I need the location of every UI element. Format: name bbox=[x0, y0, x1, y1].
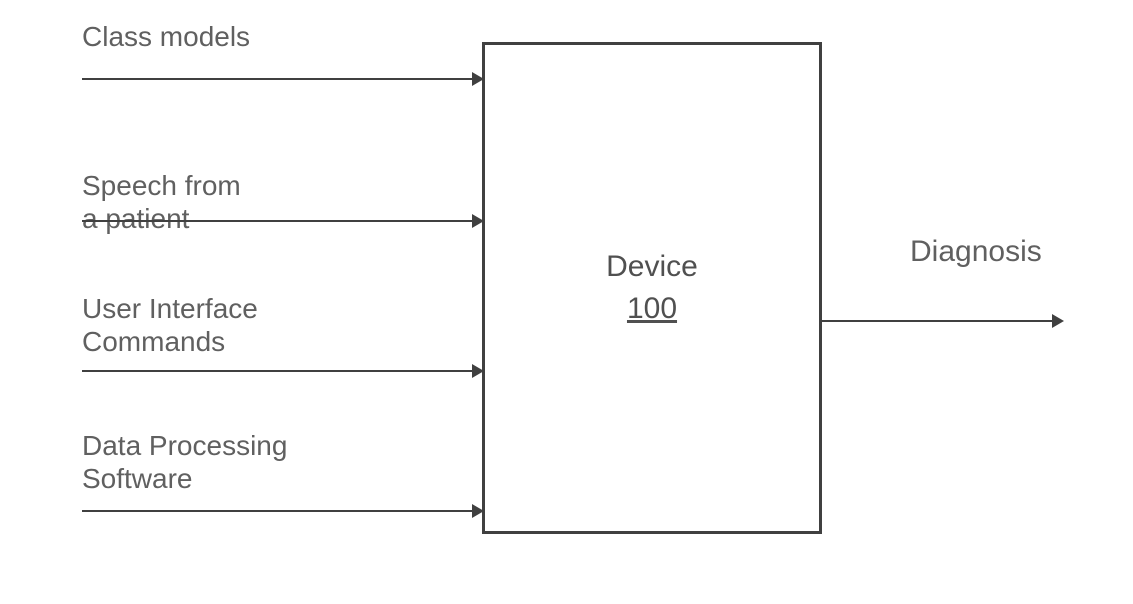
output-arrow-diagnosis bbox=[822, 320, 1062, 322]
input-label-class-models: Class models bbox=[82, 20, 250, 54]
device-box: Device 100 bbox=[482, 42, 822, 534]
input-arrow-ui-commands bbox=[82, 370, 482, 372]
label-text: User Interface Commands bbox=[82, 293, 258, 358]
label-text: Class models bbox=[82, 21, 250, 52]
input-label-ui-commands: User Interface Commands bbox=[82, 258, 258, 359]
input-arrow-data-processing bbox=[82, 510, 482, 512]
label-text: Data Processing Software bbox=[82, 430, 287, 495]
input-label-data-processing: Data Processing Software bbox=[82, 395, 287, 496]
label-text: Diagnosis bbox=[910, 235, 1042, 268]
output-label-diagnosis: Diagnosis bbox=[910, 235, 1042, 269]
device-number: 100 bbox=[627, 292, 677, 326]
device-title: Device bbox=[606, 250, 698, 284]
input-arrow-speech bbox=[82, 220, 482, 222]
input-arrow-class-models bbox=[82, 78, 482, 80]
block-diagram: Class models Speech from a patient User … bbox=[0, 0, 1133, 604]
label-text: Speech from a patient bbox=[82, 170, 241, 235]
